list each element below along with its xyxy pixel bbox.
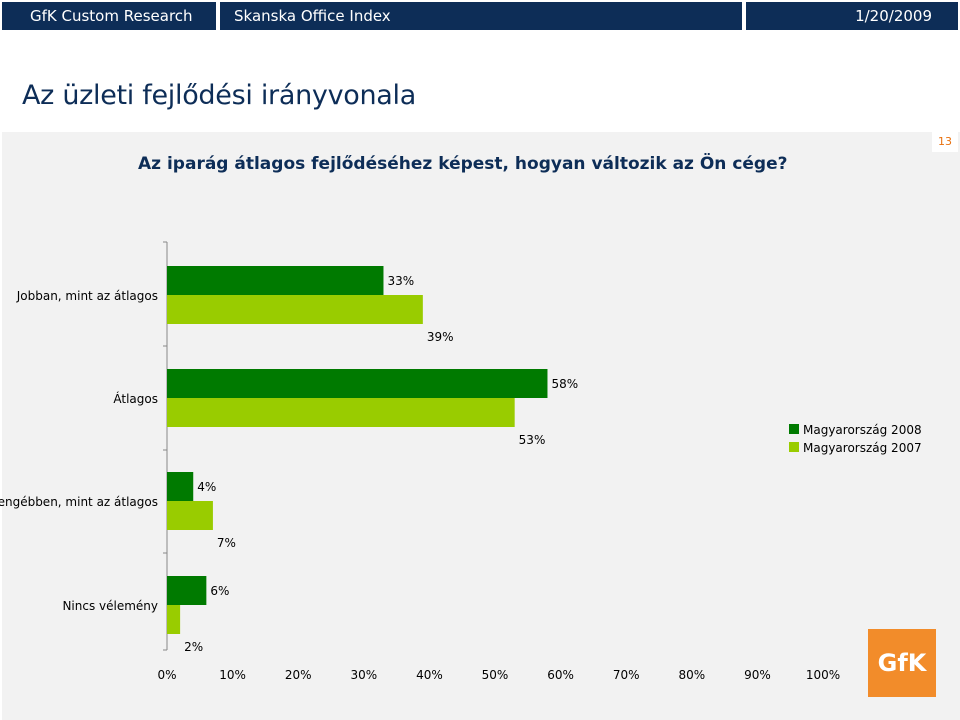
header-bar: GfK Custom Research Skanska Office Index… xyxy=(0,0,960,33)
bar xyxy=(167,369,548,398)
page-number: 13 xyxy=(932,132,958,152)
x-tick-label: 50% xyxy=(482,668,509,682)
category-label: Átlagos xyxy=(113,391,158,406)
x-tick-label: 80% xyxy=(678,668,705,682)
bar xyxy=(167,501,213,530)
x-tick-label: 100% xyxy=(806,668,840,682)
legend-swatch xyxy=(789,442,799,452)
page-title: Az üzleti fejlődési irányvonala xyxy=(22,80,416,111)
x-tick-label: 20% xyxy=(285,668,312,682)
data-label: 4% xyxy=(197,480,216,494)
x-tick-label: 30% xyxy=(350,668,377,682)
bar xyxy=(167,398,515,427)
data-label: 53% xyxy=(519,433,546,447)
data-label: 6% xyxy=(210,584,229,598)
bar xyxy=(167,472,194,501)
data-label: 58% xyxy=(551,377,578,391)
x-tick-label: 60% xyxy=(547,668,574,682)
data-label: 2% xyxy=(184,640,203,654)
report-title: Skanska Office Index xyxy=(220,2,742,30)
x-tick-label: 0% xyxy=(157,668,176,682)
x-tick-label: 10% xyxy=(219,668,246,682)
data-label: 33% xyxy=(387,274,414,288)
x-tick-label: 90% xyxy=(744,668,771,682)
category-label: Jobban, mint az átlagos xyxy=(16,289,158,303)
report-date: 1/20/2009 xyxy=(746,2,958,30)
legend-swatch xyxy=(789,424,799,434)
category-label: Nincs vélemény xyxy=(62,599,158,613)
company-label: GfK Custom Research xyxy=(2,2,216,30)
bar xyxy=(167,295,423,324)
x-tick-label: 70% xyxy=(613,668,640,682)
survey-question: Az iparág átlagos fejlődéséhez képest, h… xyxy=(138,154,788,174)
bar xyxy=(167,266,384,295)
data-label: 39% xyxy=(427,330,454,344)
category-label: Gyengébben, mint az átlagos xyxy=(0,495,158,509)
x-tick-label: 40% xyxy=(416,668,443,682)
bar xyxy=(167,605,181,634)
legend-label: Magyarország 2007 xyxy=(803,441,922,455)
bar xyxy=(167,576,207,605)
data-label: 7% xyxy=(217,536,236,550)
legend-label: Magyarország 2008 xyxy=(803,423,922,437)
gfk-logo: GfK xyxy=(868,629,936,697)
